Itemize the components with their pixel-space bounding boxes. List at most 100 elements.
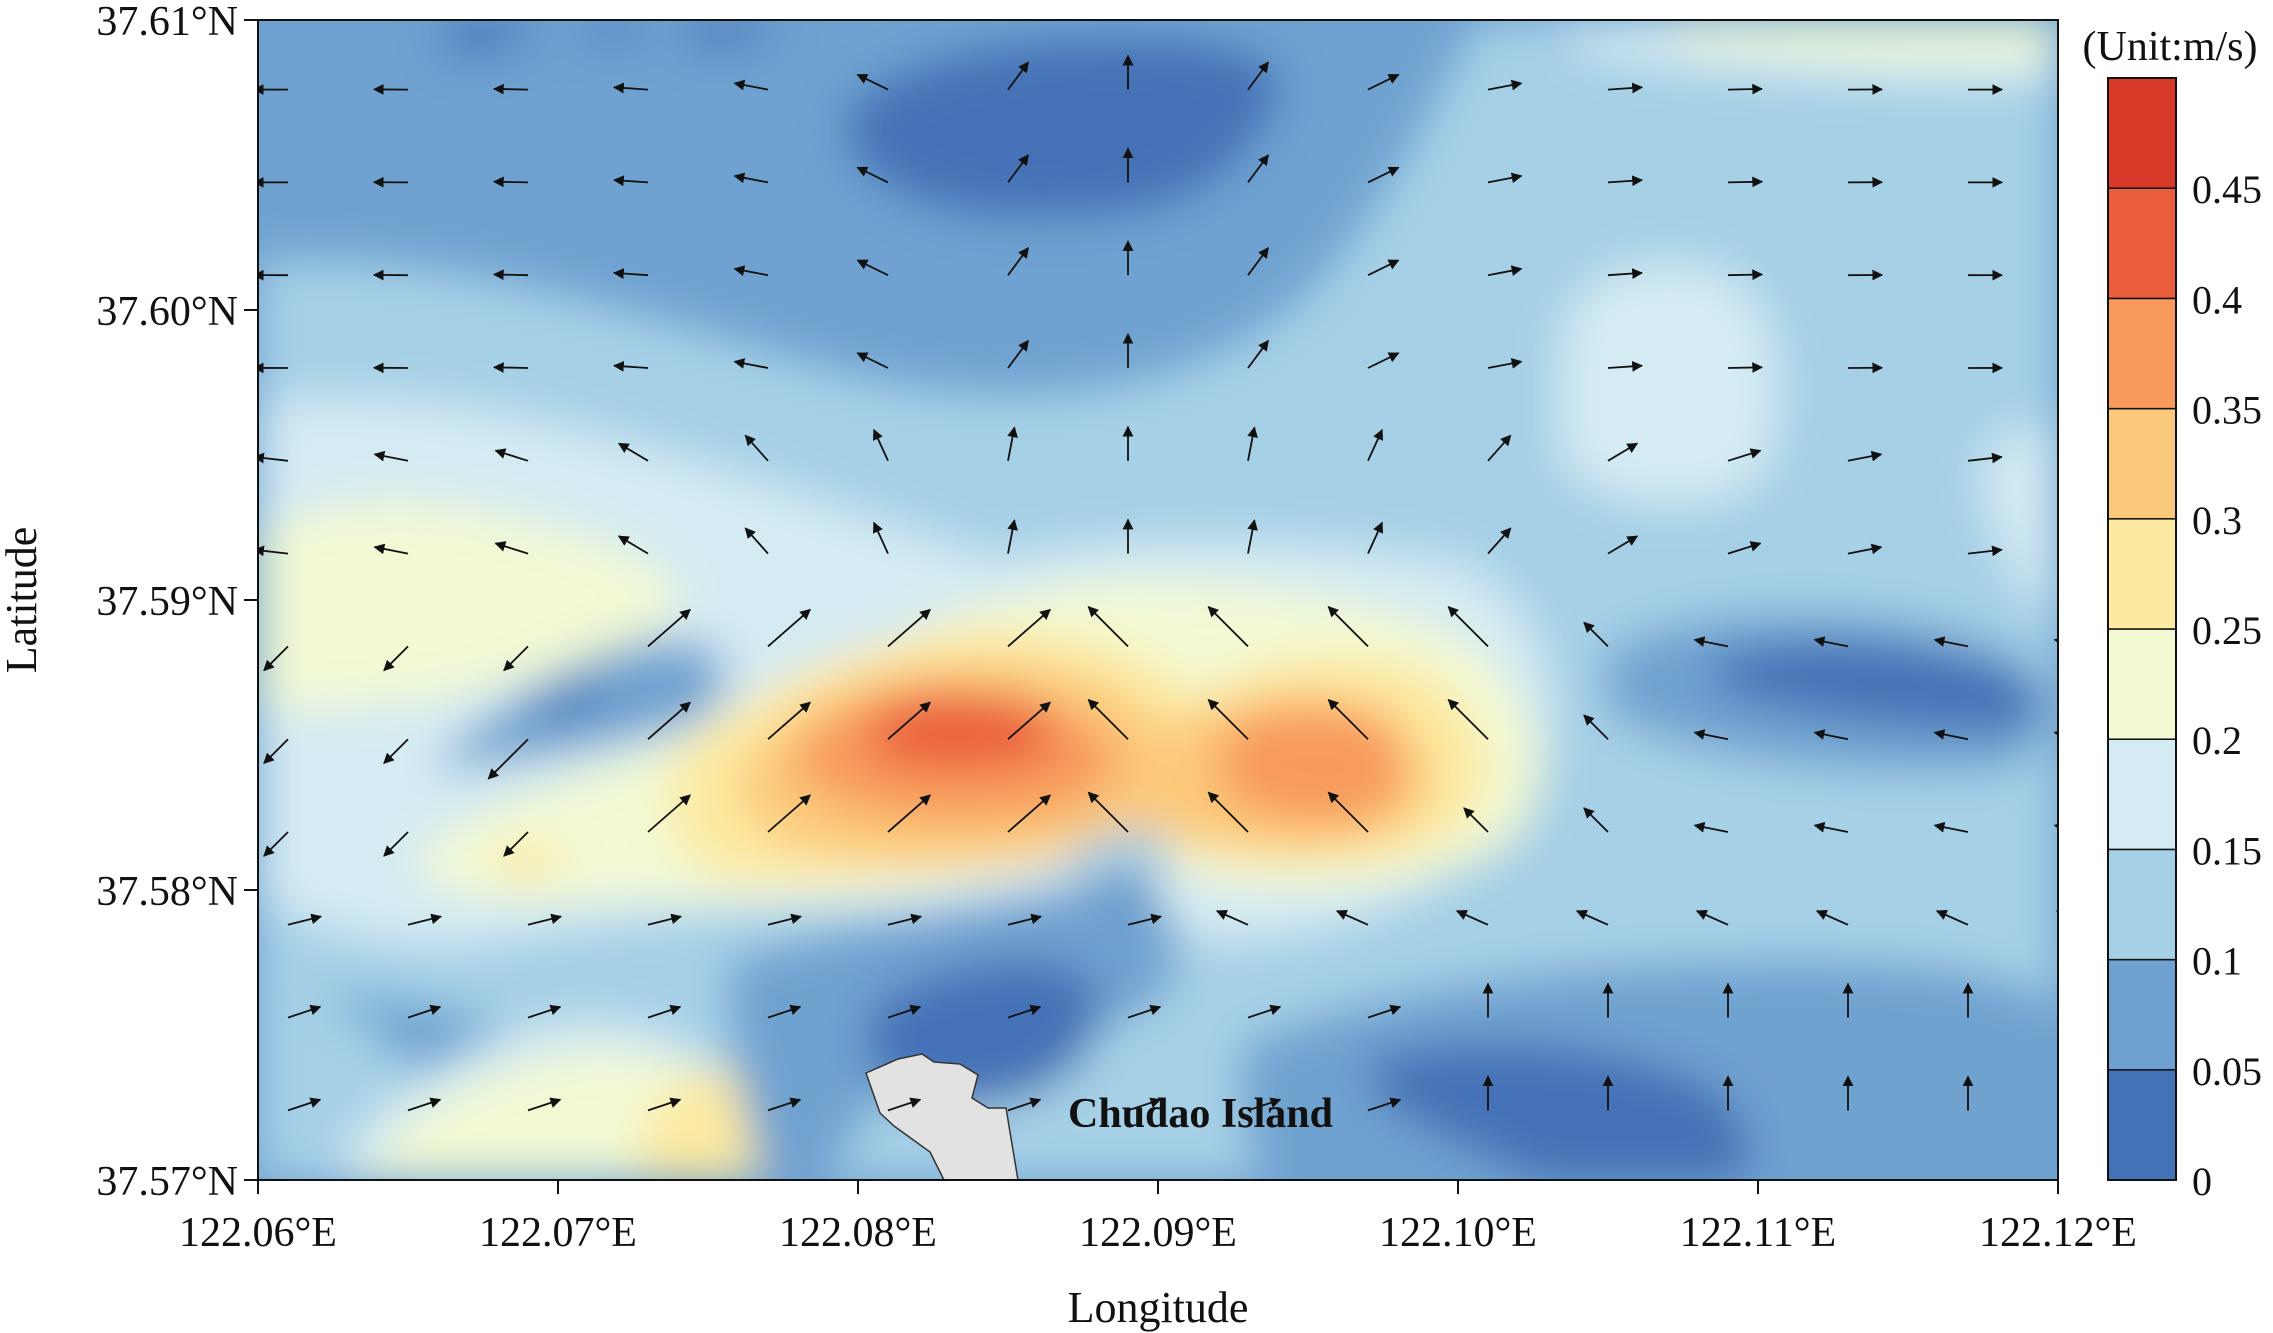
current-vector-arrow — [407, 913, 443, 926]
current-vector-arrow — [1607, 82, 1643, 94]
current-vector-arrow — [1693, 821, 1729, 833]
current-vector-arrow — [373, 450, 409, 462]
current-vector-arrow — [1935, 910, 1969, 926]
current-vector-arrow — [1087, 606, 1129, 648]
colorbar-tick-label: 0.25 — [2192, 608, 2262, 653]
current-vector-arrow — [407, 1004, 442, 1019]
current-vector-arrow — [873, 521, 889, 554]
chudao-island — [865, 1053, 1019, 1180]
current-vector-arrow — [263, 831, 289, 857]
current-vector-arrow — [407, 1097, 442, 1112]
current-vector-arrow — [1933, 821, 1969, 833]
island-label: Chudao Island — [1068, 1091, 1333, 1137]
x-tick-label: 122.08°E — [779, 1210, 937, 1256]
current-vector-arrow — [744, 434, 769, 462]
current-vector-arrow — [1695, 910, 1729, 926]
y-tick-label: 37.58°N — [96, 869, 238, 915]
current-vector-arrow — [733, 265, 769, 277]
current-vector-arrow — [1607, 535, 1639, 555]
current-vector-arrow — [383, 738, 409, 765]
current-vector-arrow — [1007, 794, 1051, 833]
current-vector-arrow — [1967, 545, 2003, 557]
current-vector-arrow — [1727, 448, 1762, 462]
y-tick-label: 37.60°N — [96, 289, 238, 335]
current-vector-arrow — [617, 442, 649, 462]
current-vector-arrow — [1607, 360, 1643, 372]
current-vector-arrow — [733, 358, 769, 369]
current-vector-arrow — [1487, 527, 1512, 555]
speed-contours — [258, 20, 2058, 1180]
current-vector-arrow — [1813, 636, 1849, 648]
current-vector-arrow — [856, 352, 889, 369]
current-vector-arrow — [613, 268, 649, 279]
current-vector-arrow — [887, 1004, 922, 1019]
current-vector-arrow — [1607, 268, 1643, 279]
x-tick-label: 122.07°E — [479, 1210, 637, 1256]
contour-band-0.2-ne — [1660, 20, 2058, 60]
current-vector-arrow — [287, 1097, 322, 1112]
current-vector-arrow — [2055, 910, 2058, 920]
current-vector-arrow — [1693, 636, 1729, 648]
x-axis: 122.06°E 122.07°E 122.08°E 122.09°E 122.10°E… — [179, 1180, 2137, 1256]
current-vector-arrow — [1247, 1004, 1282, 1019]
current-vector-arrow — [613, 175, 649, 187]
current-vector-arrow — [1933, 729, 1969, 741]
current-vector-arrow — [1727, 83, 1764, 95]
current-vector-arrow — [1327, 698, 1369, 740]
current-vector-arrow — [1247, 61, 1269, 91]
current-vector-arrow — [647, 608, 691, 648]
current-vector-arrow — [1813, 821, 1849, 833]
current-vector-arrow — [1367, 1097, 1402, 1112]
current-vector-arrow — [733, 172, 769, 184]
current-vector-arrow — [647, 794, 691, 833]
current-vector-arrow — [494, 448, 529, 462]
current-vector-arrow — [503, 645, 529, 672]
current-vector-arrow — [492, 176, 529, 188]
current-vector-arrow — [1727, 541, 1762, 555]
colorbar-tick-label: 0 — [2192, 1159, 2212, 1204]
map-plot-area — [258, 20, 2058, 1180]
current-vector-arrow — [1215, 910, 1249, 926]
current-vector-arrow — [1693, 729, 1729, 741]
current-vector-arrow — [1247, 519, 1258, 554]
current-vector-arrow — [487, 738, 529, 780]
current-vector-arrow — [1367, 73, 1400, 91]
current-vector-arrow — [1007, 608, 1051, 648]
current-vector-arrow — [492, 83, 529, 95]
colorbar-segment — [2107, 407, 2177, 520]
current-vector-arrow — [1007, 61, 1029, 91]
current-vector-arrow — [1487, 172, 1523, 184]
current-vector-arrow — [492, 269, 529, 281]
contour-band-0.15-e — [1980, 426, 2058, 620]
current-vector-arrow — [1487, 265, 1523, 277]
current-vector-arrow — [383, 645, 409, 672]
current-vector-arrow — [887, 608, 931, 648]
current-vector-arrow — [1727, 362, 1764, 373]
current-vector-arrow — [1607, 175, 1643, 187]
current-vector-arrow — [767, 913, 803, 926]
contour-band-0.2 — [258, 501, 682, 710]
current-vector-arrow — [1127, 1004, 1162, 1019]
current-vector-arrow — [1327, 791, 1369, 833]
current-vector-arrow — [263, 738, 289, 765]
current-vector-arrow — [887, 701, 931, 740]
current-vector-arrow — [1933, 636, 1969, 648]
current-vector-arrow — [1207, 698, 1249, 740]
current-vector-arrow — [1727, 176, 1764, 188]
current-vector-arrow — [647, 1097, 682, 1112]
current-vector-arrow — [373, 543, 409, 555]
current-vector-arrow — [887, 794, 931, 833]
colorbar-tick-label: 0.35 — [2192, 388, 2262, 433]
colorbar-segment — [2107, 297, 2177, 410]
colorbar-segment — [2107, 187, 2177, 300]
contour-band-0-west — [520, 686, 610, 720]
current-vector-arrow — [1007, 1004, 1042, 1019]
current-vector-arrow — [383, 831, 409, 857]
current-vector-arrow — [767, 794, 811, 833]
current-vector-arrow — [1247, 426, 1258, 461]
colorbar: 0 0.05 0.1 0.15 0.2 0.25 0.3 0.35 0.4 0.45 — [2107, 77, 2262, 1204]
colorbar-tick-label: 0.05 — [2192, 1049, 2262, 1094]
y-axis: 37.61°N 37.60°N 37.59°N 37.58°N 37.57°N — [96, 0, 258, 1205]
x-tick-label: 122.06°E — [179, 1210, 337, 1256]
contour-band-0-se — [1370, 1042, 1752, 1180]
